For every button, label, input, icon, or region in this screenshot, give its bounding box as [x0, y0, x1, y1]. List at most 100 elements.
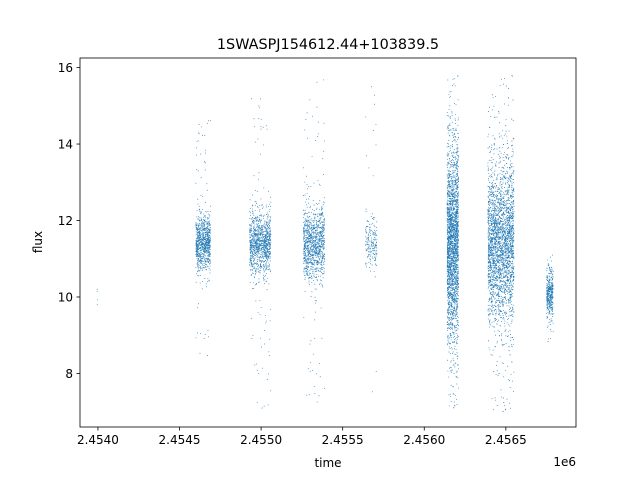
data-point — [306, 255, 308, 257]
data-point — [457, 173, 459, 175]
data-point — [365, 266, 367, 268]
data-point — [317, 267, 319, 269]
data-point — [263, 270, 265, 272]
data-point — [453, 189, 455, 190]
data-point — [457, 239, 459, 241]
data-point — [198, 132, 200, 134]
data-point — [260, 255, 261, 257]
data-point — [261, 232, 263, 234]
data-point — [308, 252, 310, 254]
data-point — [200, 229, 202, 231]
data-point — [373, 234, 375, 236]
data-point — [454, 362, 456, 364]
data-point — [261, 224, 263, 226]
data-point — [457, 342, 459, 344]
data-point — [304, 223, 306, 225]
data-point — [449, 225, 451, 227]
data-point — [206, 248, 208, 250]
data-point — [321, 252, 323, 254]
data-point — [205, 255, 207, 257]
data-point — [456, 259, 458, 261]
data-point — [209, 249, 211, 251]
data-point — [250, 260, 252, 262]
data-point — [196, 232, 198, 234]
data-point — [204, 162, 206, 164]
data-point — [319, 268, 321, 270]
data-point — [200, 236, 202, 238]
data-point — [311, 224, 313, 226]
data-point — [196, 244, 198, 246]
data-point — [454, 208, 456, 210]
data-point — [266, 249, 268, 251]
data-point — [205, 250, 207, 252]
data-point — [254, 364, 256, 366]
data-point — [269, 258, 271, 260]
data-point — [456, 196, 458, 198]
data-point — [318, 243, 320, 245]
data-point — [209, 235, 211, 237]
data-point — [457, 321, 459, 323]
data-point — [197, 265, 199, 267]
data-point — [266, 261, 268, 263]
data-point — [452, 295, 454, 296]
data-point — [207, 234, 209, 235]
data-point — [203, 226, 205, 228]
data-point — [370, 226, 371, 228]
data-point — [321, 257, 323, 259]
data-point — [455, 274, 457, 276]
data-point — [313, 238, 314, 239]
data-point — [198, 223, 200, 224]
data-point — [319, 208, 321, 210]
data-point — [454, 282, 456, 283]
data-point — [451, 282, 453, 284]
data-point — [456, 174, 458, 176]
data-point — [372, 244, 374, 246]
data-point — [448, 130, 450, 131]
data-point — [449, 243, 451, 245]
data-point — [454, 273, 456, 275]
data-point — [449, 205, 451, 207]
data-point — [453, 156, 455, 158]
data-point — [263, 253, 265, 255]
data-point — [448, 170, 450, 172]
data-point — [314, 260, 316, 261]
data-point — [316, 244, 317, 246]
data-point — [455, 237, 456, 239]
data-point — [200, 217, 202, 219]
data-point — [205, 266, 207, 268]
data-point — [262, 260, 264, 262]
data-point — [265, 236, 267, 238]
data-point — [254, 267, 256, 269]
data-point — [323, 221, 325, 223]
data-point — [252, 210, 253, 212]
data-point — [202, 266, 204, 268]
data-point — [323, 270, 325, 272]
data-point — [454, 239, 455, 240]
data-point — [204, 255, 206, 256]
data-point — [323, 240, 325, 242]
data-point — [254, 200, 256, 202]
data-point — [261, 251, 263, 253]
data-point — [451, 229, 453, 231]
data-point — [448, 108, 450, 110]
data-point — [314, 243, 316, 245]
data-point — [207, 355, 208, 356]
data-point — [455, 168, 457, 170]
data-point — [318, 248, 320, 250]
data-point — [195, 281, 197, 283]
data-point — [317, 251, 319, 253]
data-point — [303, 228, 305, 229]
data-point — [449, 187, 451, 189]
data-point — [303, 255, 305, 257]
data-point — [374, 246, 376, 248]
data-point — [448, 162, 450, 164]
data-point — [315, 271, 317, 273]
data-point — [255, 246, 257, 248]
data-point — [313, 224, 315, 226]
data-point — [195, 267, 197, 269]
data-point — [205, 266, 207, 268]
data-point — [262, 256, 264, 258]
data-point — [318, 241, 320, 243]
data-point — [449, 209, 451, 211]
data-point — [96, 288, 98, 290]
